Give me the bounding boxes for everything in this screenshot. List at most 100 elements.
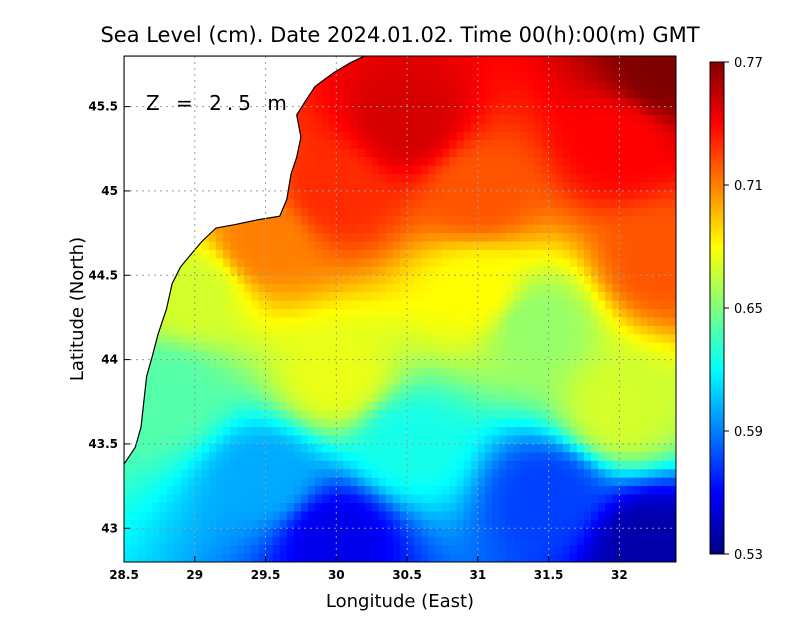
heat-cell xyxy=(343,419,351,428)
heat-cell xyxy=(619,469,627,478)
heat-cell xyxy=(202,545,210,554)
heat-cell xyxy=(386,419,394,428)
heat-cell xyxy=(542,174,550,183)
heat-cell xyxy=(216,301,224,310)
heat-cell xyxy=(365,393,373,402)
heat-cell xyxy=(400,511,408,520)
heat-cell xyxy=(308,537,316,546)
heat-cell xyxy=(641,216,649,225)
heat-cell xyxy=(414,419,422,428)
heat-cell xyxy=(273,242,281,251)
heat-cell xyxy=(188,376,196,385)
heat-cell xyxy=(400,334,408,343)
heat-cell xyxy=(464,343,472,352)
heat-cell xyxy=(492,452,500,461)
heat-cell xyxy=(648,166,656,175)
heat-cell xyxy=(605,436,613,445)
heat-cell xyxy=(591,149,599,158)
heat-cell xyxy=(202,267,210,276)
heat-cell xyxy=(662,275,670,284)
heat-cell xyxy=(471,199,479,208)
heat-cell xyxy=(400,157,408,166)
heat-cell xyxy=(407,309,415,318)
heat-cell xyxy=(188,486,196,495)
heat-cell xyxy=(471,275,479,284)
heat-cell xyxy=(655,410,663,419)
heat-cell xyxy=(237,267,245,276)
heat-cell xyxy=(485,469,493,478)
heat-cell xyxy=(386,56,394,65)
heat-cell xyxy=(499,123,507,132)
heat-cell xyxy=(372,368,380,377)
heat-cell xyxy=(230,334,238,343)
heat-cell xyxy=(612,461,620,470)
heat-cell xyxy=(527,225,535,234)
heat-cell xyxy=(662,554,670,563)
heat-cell xyxy=(556,436,564,445)
heat-cell xyxy=(343,385,351,394)
heat-cell xyxy=(471,90,479,99)
heat-cell xyxy=(223,267,231,276)
heat-cell xyxy=(641,225,649,234)
heat-cell xyxy=(478,469,486,478)
heat-cell xyxy=(202,317,210,326)
heat-cell xyxy=(386,452,394,461)
heat-cell xyxy=(280,309,288,318)
heat-cell xyxy=(237,334,245,343)
heat-cell xyxy=(358,199,366,208)
heat-cell xyxy=(442,461,450,470)
heat-cell xyxy=(485,107,493,116)
heat-cell xyxy=(542,107,550,116)
heat-cell xyxy=(634,157,642,166)
heat-cell xyxy=(605,511,613,520)
heat-cell xyxy=(506,183,514,192)
heat-cell xyxy=(591,73,599,82)
heat-cell xyxy=(626,225,634,234)
heat-cell xyxy=(655,444,663,453)
heat-cell xyxy=(549,115,557,124)
heat-cell xyxy=(435,478,443,487)
heat-cell xyxy=(329,503,337,512)
heat-cell xyxy=(350,98,358,107)
heat-cell xyxy=(626,157,634,166)
heat-cell xyxy=(556,478,564,487)
heat-cell xyxy=(343,478,351,487)
heat-cell xyxy=(570,368,578,377)
heat-cell xyxy=(138,486,146,495)
heat-cell xyxy=(251,537,259,546)
heat-cell xyxy=(542,317,550,326)
heat-cell xyxy=(457,326,465,335)
heat-cell xyxy=(386,275,394,284)
heat-cell xyxy=(258,258,266,267)
heat-cell xyxy=(584,351,592,360)
heat-cell xyxy=(195,393,203,402)
heat-cell xyxy=(626,149,634,158)
heat-cell xyxy=(520,233,528,242)
heat-cell xyxy=(237,326,245,335)
heat-cell xyxy=(450,123,458,132)
heat-cell xyxy=(343,81,351,90)
heat-cell xyxy=(343,410,351,419)
heat-cell xyxy=(513,495,521,504)
heat-cell xyxy=(421,73,429,82)
heat-cell xyxy=(336,343,344,352)
heat-cell xyxy=(329,343,337,352)
heat-cell xyxy=(605,81,613,90)
heat-cell xyxy=(506,444,514,453)
heat-cell xyxy=(457,250,465,259)
heat-cell xyxy=(308,233,316,242)
heat-cell xyxy=(577,436,585,445)
heat-cell xyxy=(322,469,330,478)
heat-cell xyxy=(648,495,656,504)
heat-cell xyxy=(365,436,373,445)
heat-cell xyxy=(358,444,366,453)
heat-cell xyxy=(457,528,465,537)
heat-cell xyxy=(570,444,578,453)
heat-cell xyxy=(577,132,585,141)
heat-cell xyxy=(428,157,436,166)
heat-cell xyxy=(634,317,642,326)
heat-cell xyxy=(520,73,528,82)
heat-cell xyxy=(520,444,528,453)
heat-cell xyxy=(266,258,274,267)
heat-cell xyxy=(499,98,507,107)
